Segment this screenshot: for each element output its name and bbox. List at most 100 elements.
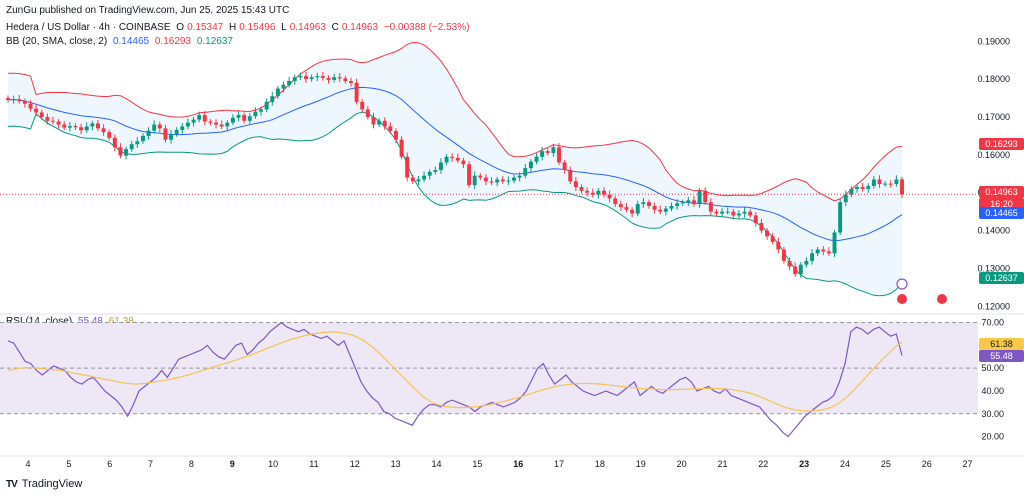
candle-body — [855, 187, 859, 189]
candle-body — [388, 126, 393, 131]
candle-body — [793, 266, 798, 275]
high-value: 0.15496 — [239, 22, 276, 33]
candle-body — [174, 129, 179, 135]
candle-body — [517, 175, 522, 178]
candle-body — [478, 175, 483, 178]
candle-body — [613, 198, 618, 205]
candle-body — [95, 123, 100, 129]
candle-body — [399, 139, 404, 157]
candle-body — [759, 223, 764, 231]
candle-body — [315, 76, 320, 78]
candle-body — [124, 149, 129, 156]
candle-body — [236, 115, 241, 118]
rsi-label[interactable]: RSI (14, close) — [6, 316, 73, 327]
candle-body — [349, 81, 353, 83]
high-label: H — [229, 22, 237, 33]
candle-body — [393, 130, 398, 140]
candle-body — [658, 209, 663, 212]
bb-lower-price-badge: 0.12637 — [979, 272, 1024, 284]
candle-body — [433, 170, 438, 172]
time-axis-tick: 14 — [431, 459, 441, 469]
candle-body — [62, 124, 67, 128]
candle-body — [568, 170, 573, 182]
symbol-title[interactable]: Hedera / US Dollar · 4h · COINBASE — [6, 22, 171, 33]
publisher-caption: ZunGu published on TradingView.com, Jun … — [6, 5, 290, 16]
candle-body — [883, 183, 888, 185]
candle-body — [703, 190, 708, 203]
candle-body — [826, 251, 831, 254]
time-axis-tick: 11 — [309, 459, 318, 469]
candle-body — [343, 78, 348, 82]
candle-body — [304, 76, 308, 80]
candle-body — [815, 249, 820, 254]
candle-body — [506, 180, 511, 182]
candle-body — [697, 190, 702, 205]
candle-body — [523, 168, 528, 176]
candle-body — [748, 211, 753, 216]
candle-body — [810, 253, 815, 261]
tradingview-brand: TradingView — [21, 478, 83, 490]
candle-body — [292, 77, 297, 82]
candle-body — [135, 141, 140, 145]
candle-body — [73, 126, 78, 128]
symbol-legend: Hedera / US Dollar · 4h · COINBASE O 0.15… — [6, 22, 472, 33]
candle-body — [326, 77, 331, 80]
candle-body — [101, 128, 106, 133]
bb-upper-line — [7, 41, 903, 202]
candle-body — [197, 115, 202, 120]
candle-body — [900, 179, 904, 195]
candle-body — [298, 76, 303, 78]
candle-body — [663, 208, 668, 212]
candle-body — [602, 190, 606, 195]
candle-body — [585, 190, 590, 193]
candle-body — [444, 156, 449, 163]
candle-body — [635, 204, 640, 214]
candle-body — [821, 249, 826, 252]
us-event-flag-icon — [937, 294, 947, 304]
candle-body — [214, 122, 219, 125]
candle-body — [624, 207, 629, 210]
candle-body — [112, 137, 117, 148]
footer-brand[interactable]: TV TradingView — [6, 478, 82, 490]
candle-body — [843, 194, 848, 203]
candle-body — [607, 194, 612, 199]
tradingview-logo-icon: TV — [6, 478, 18, 490]
candle-body — [287, 81, 292, 85]
time-axis-tick: 20 — [677, 459, 687, 469]
time-axis-tick: 23 — [799, 459, 809, 469]
candle-body — [51, 120, 55, 122]
candle-body — [84, 126, 89, 131]
time-axis-tick: 17 — [554, 459, 564, 469]
candle-body — [163, 128, 168, 140]
price-axis-tick: 0.17000 — [977, 112, 1010, 122]
time-axis-tick: 21 — [717, 459, 727, 469]
candle-body — [618, 204, 623, 208]
candle-body — [242, 115, 247, 121]
candle-body — [495, 179, 500, 183]
candle-body — [253, 111, 258, 117]
candle-body — [871, 179, 876, 186]
candle-body — [264, 101, 269, 110]
bb-upper-value: 0.16293 — [154, 36, 192, 47]
candle-body — [332, 77, 337, 80]
price-axis-tick: 0.14000 — [977, 226, 1010, 236]
candle-body — [720, 211, 725, 214]
rsi-badge: 55.48 — [979, 350, 1024, 362]
candle-body — [753, 215, 758, 224]
bb-label[interactable]: BB (20, SMA, close, 2) — [6, 36, 108, 47]
candle-body — [17, 99, 22, 102]
time-axis-tick: 24 — [840, 459, 850, 469]
rsi-axis-tick: 20.00 — [981, 432, 1004, 442]
candle-body — [838, 202, 843, 233]
candle-body — [860, 187, 865, 189]
candle-body — [641, 202, 646, 205]
rsi-axis-tick: 40.00 — [981, 386, 1004, 396]
candle-body — [686, 200, 691, 203]
candle-body — [180, 126, 185, 130]
rsi-axis-tick: 30.00 — [981, 409, 1004, 419]
time-axis-tick: 15 — [472, 459, 482, 469]
candle-body — [146, 130, 151, 136]
candle-body — [736, 213, 741, 216]
candle-body — [467, 164, 472, 186]
